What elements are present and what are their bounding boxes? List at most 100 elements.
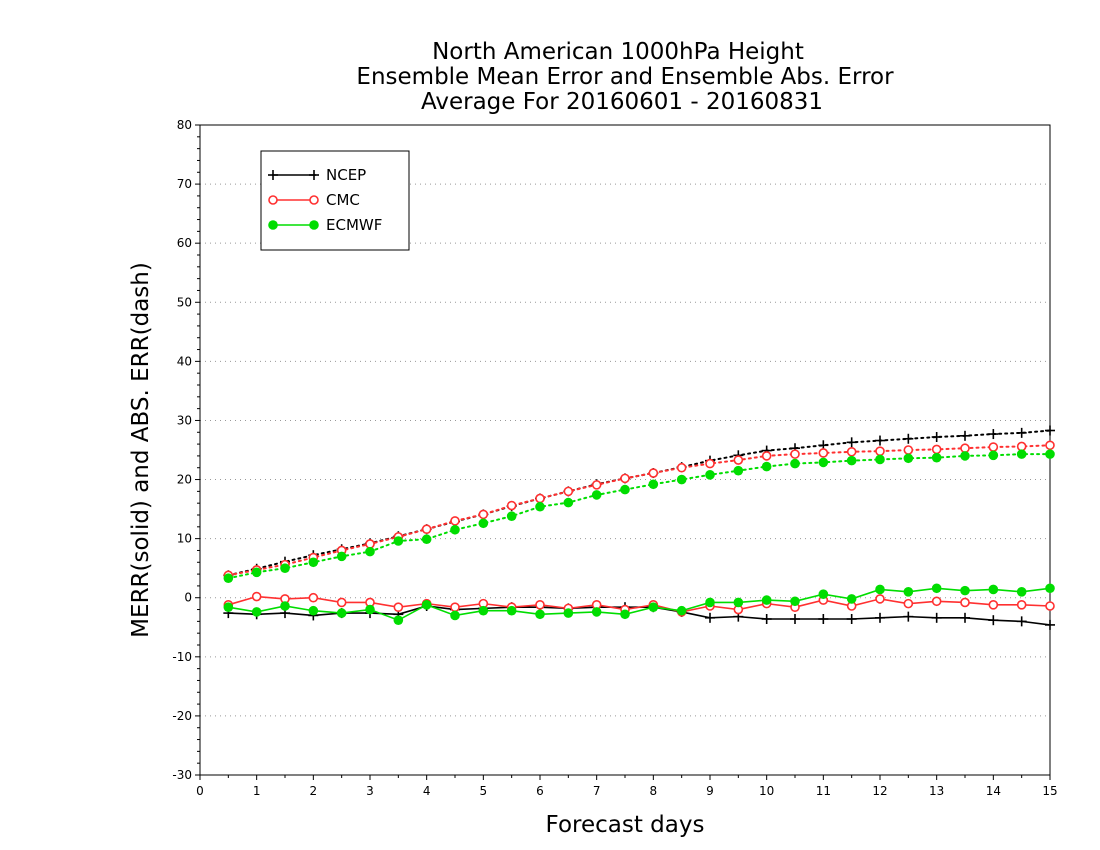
cmc-merr-point bbox=[393, 602, 404, 612]
cmc-merr-point bbox=[931, 596, 942, 607]
x-tick-label: 12 bbox=[872, 784, 887, 798]
ecmwf-merr-point bbox=[223, 602, 234, 612]
ecmwf-merr-point bbox=[875, 584, 885, 595]
cmc-abs-err-point bbox=[676, 462, 687, 473]
x-tick-label: 3 bbox=[366, 784, 374, 798]
ecmwf-abs-err-point bbox=[733, 465, 744, 476]
ecmwf-merr-point bbox=[960, 585, 970, 596]
cmc-abs-err-point bbox=[1016, 441, 1027, 452]
ecmwf-abs-err-point bbox=[336, 551, 347, 562]
ncep-abs-err-point bbox=[875, 435, 885, 446]
ecmwf-abs-err-point bbox=[280, 563, 290, 573]
y-tick-label: 40 bbox=[177, 354, 192, 368]
series-layer bbox=[223, 425, 1055, 630]
x-tick-label: 7 bbox=[593, 784, 601, 798]
ecmwf-merr-point bbox=[535, 609, 545, 620]
x-axis-label: Forecast days bbox=[546, 812, 705, 838]
ecmwf-merr-point bbox=[308, 605, 319, 616]
ecmwf-merr-point bbox=[478, 605, 489, 616]
ecmwf-abs-err-point bbox=[591, 490, 602, 500]
ecmwf-merr-point bbox=[1045, 583, 1055, 594]
cmc-abs-err-point bbox=[563, 486, 574, 497]
legend: NCEP CMC ECMWF bbox=[260, 150, 410, 251]
cmc-merr-point bbox=[251, 591, 262, 602]
cmc-abs-err-point bbox=[988, 442, 999, 452]
x-axis-ticks: 0 1 2 3 4 5 6 7 8 9 10 11 12 13 14 15 bbox=[196, 775, 1058, 798]
ecmwf-abs-err-point bbox=[365, 546, 375, 557]
ecmwf-merr-point bbox=[705, 597, 715, 608]
x-tick-label: 0 bbox=[196, 784, 204, 798]
chart-title: North American 1000hPa Height Ensemble M… bbox=[356, 39, 894, 115]
cmc-abs-err-point bbox=[790, 449, 800, 459]
ecmwf-merr-point bbox=[648, 602, 659, 612]
ncep-merr-point bbox=[931, 612, 942, 623]
ecmwf-merr-point bbox=[846, 594, 857, 604]
legend-marker bbox=[268, 195, 278, 205]
ecmwf-abs-err-point bbox=[931, 452, 942, 463]
ecmwf-merr-point bbox=[790, 596, 800, 607]
ecmwf-merr-point bbox=[903, 587, 914, 597]
ecmwf-abs-err-point bbox=[563, 497, 574, 508]
y-tick-label: -10 bbox=[172, 650, 192, 664]
y-tick-label: 80 bbox=[177, 118, 192, 132]
legend-entry-cmc: CMC bbox=[268, 191, 360, 209]
ecmwf-abs-err-point bbox=[308, 557, 319, 568]
ncep-abs-err-point bbox=[988, 429, 999, 440]
cmc-abs-err-point bbox=[761, 451, 772, 461]
ncep-merr-point bbox=[875, 612, 885, 623]
cmc-merr-point bbox=[1045, 601, 1055, 611]
legend-marker bbox=[309, 170, 319, 180]
ecmwf-abs-err-point bbox=[421, 534, 432, 545]
ncep-abs-err-point bbox=[1045, 425, 1055, 436]
cmc-abs-err-point bbox=[1045, 440, 1055, 451]
ecmwf-merr-point bbox=[761, 595, 772, 605]
x-tick-label: 6 bbox=[536, 784, 544, 798]
legend-entry-ncep: NCEP bbox=[268, 166, 366, 184]
ncep-abs-err-point bbox=[1016, 427, 1027, 438]
cmc-merr-point bbox=[875, 594, 885, 604]
ecmwf-abs-err-point bbox=[676, 474, 687, 485]
cmc-abs-err-point bbox=[365, 539, 375, 549]
ncep-abs-err-point bbox=[903, 433, 914, 444]
ncep-merr-point bbox=[960, 612, 970, 623]
ncep-merr-point bbox=[903, 611, 914, 622]
ncep-merr-line bbox=[228, 605, 1051, 626]
cmc-abs-err-point bbox=[705, 458, 715, 469]
ecmwf-merr-point bbox=[818, 589, 829, 599]
x-tick-label: 11 bbox=[816, 784, 831, 798]
ecmwf-abs-err-point bbox=[620, 484, 630, 495]
ecmwf-merr-point bbox=[591, 607, 602, 617]
ecmwf-abs-err-point bbox=[960, 451, 970, 461]
cmc-merr-line bbox=[228, 595, 1051, 613]
title-line-3: Average For 20160601 - 20160831 bbox=[421, 89, 823, 115]
legend-marker bbox=[309, 195, 319, 205]
cmc-merr-point bbox=[960, 597, 970, 608]
ecmwf-abs-err-point bbox=[450, 524, 460, 535]
legend-label: NCEP bbox=[326, 166, 366, 184]
ecmwf-abs-err-point bbox=[393, 536, 404, 546]
ncep-merr-point bbox=[705, 612, 715, 623]
ecmwf-merr-point bbox=[506, 605, 517, 616]
y-tick-label: 60 bbox=[177, 236, 192, 250]
cmc-abs-err-point bbox=[648, 468, 659, 478]
ecmwf-merr-point bbox=[280, 601, 290, 611]
ecmwf-abs-err-point bbox=[790, 458, 800, 469]
legend-marker bbox=[268, 170, 278, 180]
ecmwf-merr-point bbox=[931, 583, 942, 594]
cmc-merr-point bbox=[988, 600, 999, 610]
ecmwf-merr-point bbox=[620, 609, 630, 620]
cmc-abs-err-point bbox=[960, 443, 970, 454]
x-tick-label: 8 bbox=[650, 784, 658, 798]
x-tick-label: 9 bbox=[706, 784, 714, 798]
cmc-abs-err-point bbox=[818, 448, 829, 458]
y-tick-label: -20 bbox=[172, 709, 192, 723]
series-ncep bbox=[223, 425, 1055, 630]
ncep-merr-point bbox=[761, 614, 772, 624]
x-tick-label: 14 bbox=[986, 784, 1001, 798]
ecmwf-abs-err-point bbox=[988, 450, 999, 461]
x-tick-label: 4 bbox=[423, 784, 431, 798]
ecmwf-merr-point bbox=[1016, 587, 1027, 597]
legend-label: CMC bbox=[326, 191, 360, 209]
ncep-abs-err-line bbox=[227, 429, 1051, 577]
